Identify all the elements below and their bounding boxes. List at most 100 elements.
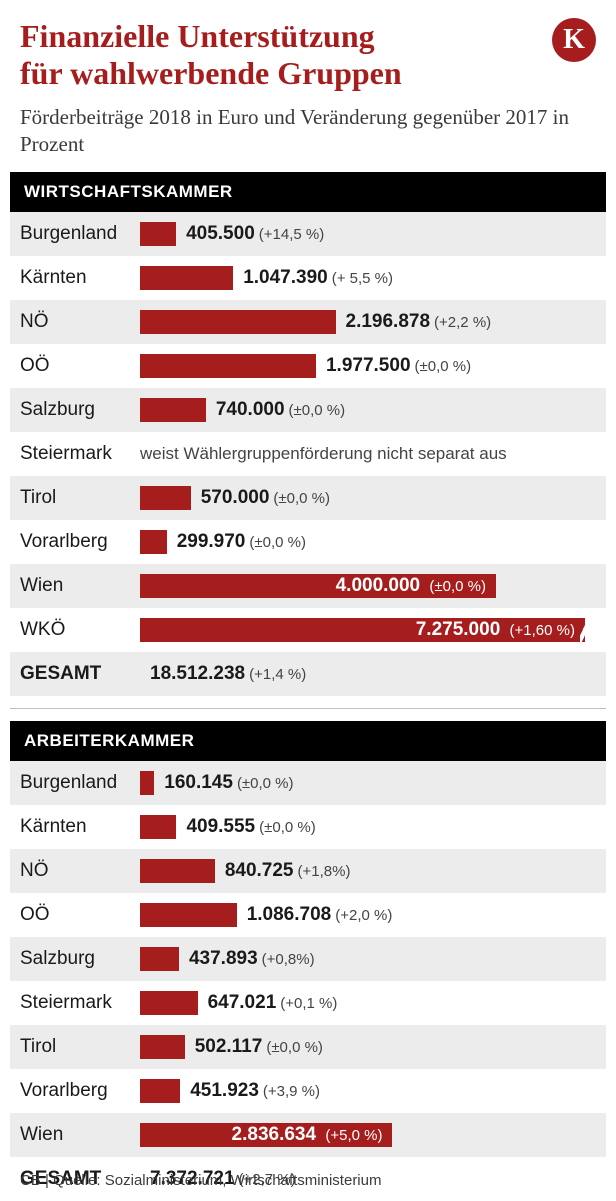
bar — [140, 354, 316, 378]
bar-area: 299.970(±0,0 %) — [140, 520, 596, 564]
chart-subtitle: Förderbeiträge 2018 in Euro und Veränder… — [0, 104, 616, 173]
bar-pct: (+2,0 %) — [335, 907, 392, 924]
bar-value: 2.196.878 — [346, 311, 431, 333]
chart-title: Finanzielle Unterstützung für wahlwerben… — [20, 18, 596, 92]
bar-value: 405.500 — [186, 223, 255, 245]
row-label: Salzburg — [20, 399, 140, 421]
bar-area: weist Wählergruppenförderung nicht separ… — [140, 432, 596, 476]
total-pct: (+1,4 %) — [249, 666, 306, 683]
table-row: Tirol570.000(±0,0 %) — [10, 476, 606, 520]
table-row: Wien 2.836.634 (+5,0 %) — [10, 1113, 606, 1157]
bar-area: 2.836.634 (+5,0 %) — [140, 1113, 596, 1157]
row-label: Tirol — [20, 487, 140, 509]
bar-pct: (+3,9 %) — [263, 1083, 320, 1100]
row-label: Burgenland — [20, 223, 140, 245]
bar — [140, 222, 176, 246]
total-value: 18.512.238 — [150, 663, 245, 685]
table-row: Kärnten409.555(±0,0 %) — [10, 805, 606, 849]
bar-area: 451.923(+3,9 %) — [140, 1069, 596, 1113]
total-row: GESAMT18.512.238(+1,4 %) — [10, 652, 606, 696]
bar-area: 160.145(±0,0 %) — [140, 761, 596, 805]
bar-pct: (+14,5 %) — [259, 226, 324, 243]
row-label: Salzburg — [20, 948, 140, 970]
table-row: OÖ1.086.708(+2,0 %) — [10, 893, 606, 937]
bar — [140, 1035, 185, 1059]
row-label: OÖ — [20, 355, 140, 377]
bar-area: 840.725(+1,8%) — [140, 849, 596, 893]
bar-pct: (+1,8%) — [298, 863, 351, 880]
row-label: OÖ — [20, 904, 140, 926]
section-divider — [10, 708, 606, 709]
bar-value-inside: 4.000.000 (±0,0 %) — [336, 575, 486, 597]
bar-value: 299.970 — [177, 531, 246, 553]
bar-area: 647.021(+0,1 %) — [140, 981, 596, 1025]
bar-value: 840.725 — [225, 860, 294, 882]
bar-area: 7.275.000 (+1,60 %) — [140, 608, 596, 652]
bar-value: 570.000 — [201, 487, 270, 509]
bar-value: 160.145 — [164, 772, 233, 794]
rows-ak: Burgenland160.145(±0,0 %)Kärnten409.555(… — [10, 761, 606, 1201]
table-row: Salzburg740.000(±0,0 %) — [10, 388, 606, 432]
row-label: NÖ — [20, 311, 140, 333]
title-line-2: für wahlwerbende Gruppen — [20, 55, 402, 91]
rows-wk: Burgenland405.500(+14,5 %)Kärnten1.047.3… — [10, 212, 606, 696]
section-arbeiterkammer: ARBEITERKAMMER Burgenland160.145(±0,0 %)… — [0, 721, 616, 1201]
row-label: Wien — [20, 1124, 140, 1146]
bar: 2.836.634 (+5,0 %) — [140, 1123, 392, 1147]
bar-pct: (±0,0 %) — [237, 775, 294, 792]
bar-value-inside: 7.275.000 (+1,60 %) — [416, 619, 575, 641]
row-label: Steiermark — [20, 992, 140, 1014]
bar — [140, 947, 179, 971]
bar — [140, 398, 206, 422]
bar-value-inside: 2.836.634 (+5,0 %) — [232, 1124, 383, 1146]
bar-area: 570.000(±0,0 %) — [140, 476, 596, 520]
chart-footer-source: CB | Quelle: Sozialministerium, Wirtscha… — [20, 1172, 596, 1189]
section-header-wk: WIRTSCHAFTSKAMMER — [10, 172, 606, 212]
table-row: NÖ840.725(+1,8%) — [10, 849, 606, 893]
bar-value: 1.977.500 — [326, 355, 411, 377]
brand-logo: K — [552, 18, 596, 62]
bar-pct: (+0,8%) — [262, 951, 315, 968]
bar-pct: (+0,1 %) — [280, 995, 337, 1012]
bar — [140, 859, 215, 883]
table-row: Salzburg437.893(+0,8%) — [10, 937, 606, 981]
bar — [140, 815, 176, 839]
bar-area: 4.000.000 (±0,0 %) — [140, 564, 596, 608]
table-row: NÖ2.196.878(+2,2 %) — [10, 300, 606, 344]
table-row: Kärnten1.047.390(+ 5,5 %) — [10, 256, 606, 300]
bar-value: 1.047.390 — [243, 267, 328, 289]
table-row: Steiermark647.021(+0,1 %) — [10, 981, 606, 1025]
bar-area: 405.500(+14,5 %) — [140, 212, 596, 256]
bar-area: 502.117(±0,0 %) — [140, 1025, 596, 1069]
bar — [140, 771, 154, 795]
row-label: Kärnten — [20, 267, 140, 289]
bar-pct: (+ 5,5 %) — [332, 270, 393, 287]
bar-value: 1.086.708 — [247, 904, 332, 926]
row-note: weist Wählergruppenförderung nicht separ… — [140, 444, 507, 464]
bar-value: 740.000 — [216, 399, 285, 421]
bar-pct: (±0,0 %) — [289, 402, 346, 419]
bar-area: 437.893(+0,8%) — [140, 937, 596, 981]
bar-area: 409.555(±0,0 %) — [140, 805, 596, 849]
row-label: Steiermark — [20, 443, 140, 465]
bar — [140, 1079, 180, 1103]
bar-pct: (±0,0 %) — [273, 490, 330, 507]
title-line-1: Finanzielle Unterstützung — [20, 18, 375, 54]
table-row: Burgenland405.500(+14,5 %) — [10, 212, 606, 256]
bar-area: 740.000(±0,0 %) — [140, 388, 596, 432]
total-label: GESAMT — [20, 663, 140, 685]
bar-pct: (+2,2 %) — [434, 314, 491, 331]
bar-value: 409.555 — [186, 816, 255, 838]
section-header-ak: ARBEITERKAMMER — [10, 721, 606, 761]
row-label: Burgenland — [20, 772, 140, 794]
bar-pct: (±0,0 %) — [415, 358, 472, 375]
total-area: 18.512.238(+1,4 %) — [140, 652, 596, 696]
table-row: Burgenland160.145(±0,0 %) — [10, 761, 606, 805]
bar-area: 1.086.708(+2,0 %) — [140, 893, 596, 937]
bar-area: 2.196.878(+2,2 %) — [140, 300, 596, 344]
bar-area: 1.047.390(+ 5,5 %) — [140, 256, 596, 300]
row-label: Wien — [20, 575, 140, 597]
table-row: Tirol502.117(±0,0 %) — [10, 1025, 606, 1069]
row-label: Vorarlberg — [20, 531, 140, 553]
bar-value: 647.021 — [208, 992, 277, 1014]
